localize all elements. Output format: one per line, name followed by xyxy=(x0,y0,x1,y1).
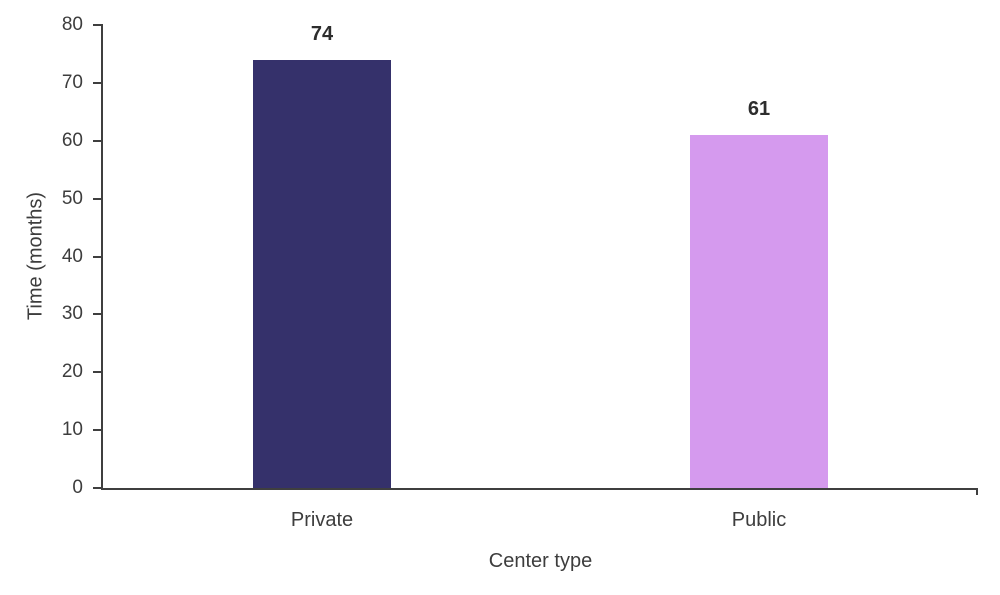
x-axis-title: Center type xyxy=(488,550,593,572)
y-axis-tick-label: 20 xyxy=(61,361,83,383)
bar-value-label-public: 61 xyxy=(747,98,771,120)
x-axis-end-tick xyxy=(976,488,978,495)
y-axis-line xyxy=(101,24,103,490)
y-axis-tick xyxy=(93,255,101,258)
y-axis-tick-label: 0 xyxy=(72,477,83,498)
y-axis-tick-label: 50 xyxy=(61,187,83,209)
y-axis-tick xyxy=(93,371,101,374)
y-axis-tick xyxy=(93,313,101,316)
y-axis-tick-label: 40 xyxy=(61,245,83,267)
y-axis-tick xyxy=(93,24,101,26)
bar-private xyxy=(253,60,391,488)
bar-public xyxy=(690,135,828,488)
x-axis-category-label-public: Public xyxy=(731,509,787,531)
x-axis-line xyxy=(101,488,978,490)
bar-value-label-private: 74 xyxy=(310,23,334,45)
y-axis-tick xyxy=(93,487,101,489)
y-axis-tick-label: 70 xyxy=(61,71,83,93)
y-axis-tick-label: 80 xyxy=(61,14,83,35)
plot-area: 0 10 20 30 40 50 60 70 80 74 Private 61 Public xyxy=(62,14,978,531)
x-axis-category-label-private: Private xyxy=(290,509,354,531)
y-axis-tick xyxy=(93,197,101,200)
y-axis-tick xyxy=(93,139,101,142)
y-axis-tick xyxy=(93,81,101,84)
y-axis-tick xyxy=(93,429,101,432)
y-axis-tick-label: 10 xyxy=(61,419,83,441)
y-axis-tick-label: 30 xyxy=(61,303,83,325)
y-axis-tick-label: 60 xyxy=(61,129,83,151)
